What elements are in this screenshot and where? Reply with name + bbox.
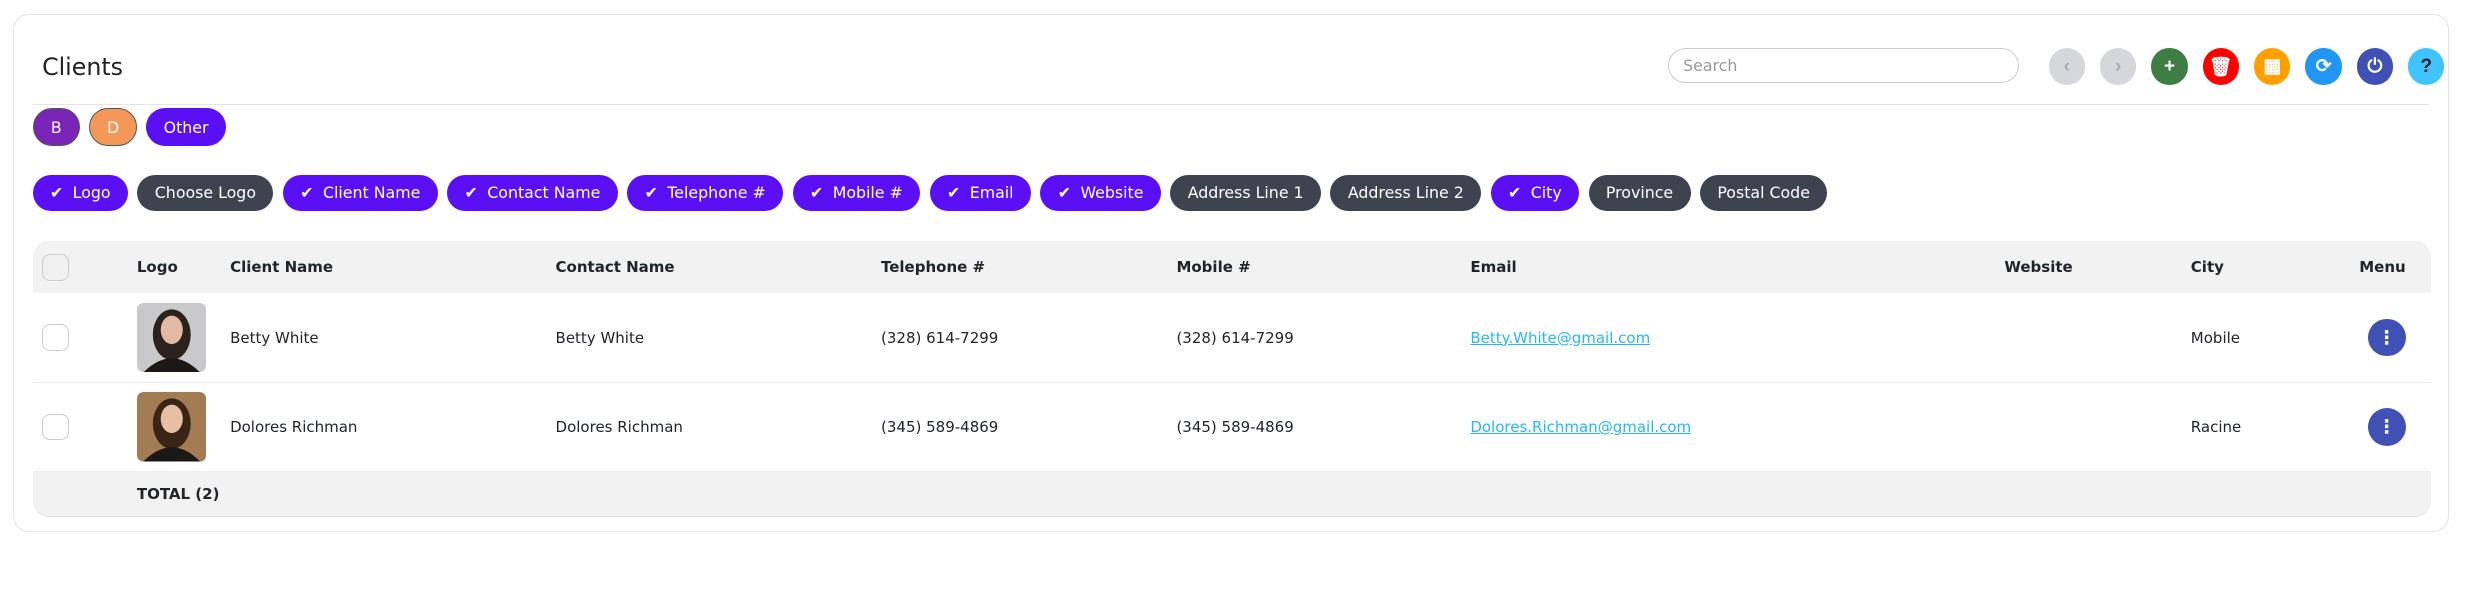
- toggle-label: Contact Name: [487, 183, 601, 203]
- contact-name: Betty White: [555, 328, 645, 347]
- header-logo: Logo: [136, 258, 178, 277]
- check-icon: ✔: [644, 183, 658, 203]
- refresh-icon: ⟳: [2315, 56, 2332, 78]
- column-toggle-address-line-2[interactable]: Address Line 2: [1330, 174, 1482, 212]
- prev-button[interactable]: ‹: [2048, 48, 2085, 85]
- row-checkbox[interactable]: [42, 413, 69, 441]
- delete-button[interactable]: 🗑: [2202, 48, 2240, 85]
- clients-table: Logo Client Name Contact Name Telephone …: [32, 241, 2432, 518]
- check-icon: ✔: [1057, 183, 1072, 203]
- column-toggle-telephone[interactable]: ✔ Telephone #: [627, 174, 784, 212]
- column-toggle-city[interactable]: ✔ City: [1490, 174, 1580, 212]
- group-filter-b[interactable]: B: [32, 108, 80, 147]
- select-all-checkbox[interactable]: [42, 253, 69, 281]
- table-header: Logo Client Name Contact Name Telephone …: [32, 241, 2432, 294]
- header-website[interactable]: Website: [2004, 258, 2073, 277]
- group-filters: B D Other: [32, 108, 236, 147]
- toggle-label: Choose Logo: [154, 183, 257, 203]
- row-menu-button[interactable]: ⋮: [2367, 318, 2406, 357]
- chevron-right-icon: ›: [2115, 55, 2122, 77]
- header-client-name[interactable]: Client Name: [230, 258, 334, 277]
- column-toggle-contact-name[interactable]: ✔ Contact Name: [447, 174, 618, 212]
- city: Racine: [2190, 417, 2242, 436]
- toggle-label: Postal Code: [1717, 183, 1810, 203]
- chevron-left-icon: ‹: [2063, 55, 2070, 77]
- client-logo-image: [136, 302, 207, 373]
- check-icon: ✔: [947, 183, 961, 203]
- telephone: (345) 589-4869: [881, 417, 999, 436]
- column-toggle-email[interactable]: ✔ Email: [929, 174, 1031, 212]
- check-icon: ✔: [809, 183, 824, 203]
- trash-icon: 🗑: [2208, 56, 2233, 78]
- page-title: Clients: [42, 53, 123, 82]
- contact-name: Dolores Richman: [555, 417, 683, 436]
- row-checkbox[interactable]: [42, 324, 69, 351]
- table-row[interactable]: Betty White Betty White (328) 614-7299 (…: [32, 293, 2432, 383]
- column-toggle-website[interactable]: ✔ Website: [1040, 174, 1161, 212]
- windows-button[interactable]: ▦: [2254, 48, 2291, 85]
- power-button[interactable]: ⏻: [2356, 48, 2394, 85]
- toggle-label: Address Line 1: [1187, 183, 1304, 203]
- toggle-label: Address Line 2: [1347, 183, 1464, 203]
- toggle-label: Website: [1080, 183, 1144, 203]
- header-email[interactable]: Email: [1470, 258, 1517, 277]
- total-count: TOTAL (2): [136, 485, 220, 504]
- power-icon: ⏻: [2367, 55, 2383, 77]
- header-telephone[interactable]: Telephone #: [881, 258, 986, 277]
- column-toggle-postal-code[interactable]: Postal Code: [1699, 174, 1828, 212]
- check-icon: ✔: [464, 183, 478, 203]
- table-footer: TOTAL (2): [32, 472, 2432, 518]
- toggle-label: Logo: [72, 183, 111, 203]
- header-contact-name[interactable]: Contact Name: [555, 258, 675, 277]
- city: Mobile: [2190, 328, 2241, 347]
- help-icon: ?: [2420, 55, 2433, 77]
- add-button[interactable]: +: [2151, 48, 2188, 85]
- toggle-label: Email: [969, 183, 1014, 203]
- header-mobile[interactable]: Mobile #: [1176, 258, 1251, 277]
- check-icon: ✔: [1508, 183, 1522, 203]
- divider: [32, 103, 2430, 105]
- email-link[interactable]: Betty.White@gmail.com: [1470, 328, 1651, 347]
- client-name: Betty White: [230, 328, 319, 347]
- table-row[interactable]: Dolores Richman Dolores Richman (345) 58…: [32, 383, 2432, 473]
- plus-icon: +: [2163, 55, 2176, 77]
- column-toggle-client-name[interactable]: ✔ Client Name: [282, 174, 438, 212]
- column-toggle-address-line-1[interactable]: Address Line 1: [1170, 174, 1321, 212]
- email-link[interactable]: Dolores.Richman@gmail.com: [1470, 417, 1692, 436]
- next-button[interactable]: ›: [2100, 48, 2137, 85]
- column-toggle-logo[interactable]: ✔ Logo: [32, 174, 128, 212]
- help-button[interactable]: ?: [2408, 48, 2445, 85]
- toggle-label: City: [1530, 183, 1562, 203]
- header-menu: Menu: [2359, 258, 2406, 277]
- toggle-label: Province: [1605, 183, 1674, 203]
- mobile: (328) 614-7299: [1176, 328, 1294, 347]
- group-filter-other[interactable]: Other: [146, 108, 226, 147]
- windows-icon: ▦: [2263, 56, 2282, 78]
- more-vertical-icon: ⋮: [2377, 326, 2397, 349]
- column-toggle-mobile[interactable]: ✔ Mobile #: [792, 174, 921, 212]
- group-filter-d[interactable]: D: [89, 108, 137, 147]
- more-vertical-icon: ⋮: [2377, 415, 2397, 438]
- telephone: (328) 614-7299: [881, 328, 999, 347]
- column-toggle-province[interactable]: Province: [1588, 174, 1691, 212]
- check-icon: ✔: [49, 183, 64, 203]
- search-input[interactable]: [1667, 48, 2019, 84]
- mobile: (345) 589-4869: [1176, 417, 1294, 436]
- toggle-label: Client Name: [322, 183, 421, 203]
- toggle-label: Telephone #: [667, 183, 766, 203]
- header-city[interactable]: City: [2190, 258, 2224, 277]
- client-logo-image: [136, 392, 207, 462]
- row-menu-button[interactable]: ⋮: [2367, 408, 2406, 446]
- check-icon: ✔: [300, 183, 314, 203]
- column-toggle-choose-logo[interactable]: Choose Logo: [137, 174, 274, 212]
- refresh-button[interactable]: ⟳: [2305, 48, 2342, 85]
- client-name: Dolores Richman: [230, 417, 358, 436]
- column-toggles: ✔ Logo Choose Logo ✔ Client Name ✔ Contact Nam…: [32, 174, 1837, 212]
- toggle-label: Mobile #: [832, 183, 903, 203]
